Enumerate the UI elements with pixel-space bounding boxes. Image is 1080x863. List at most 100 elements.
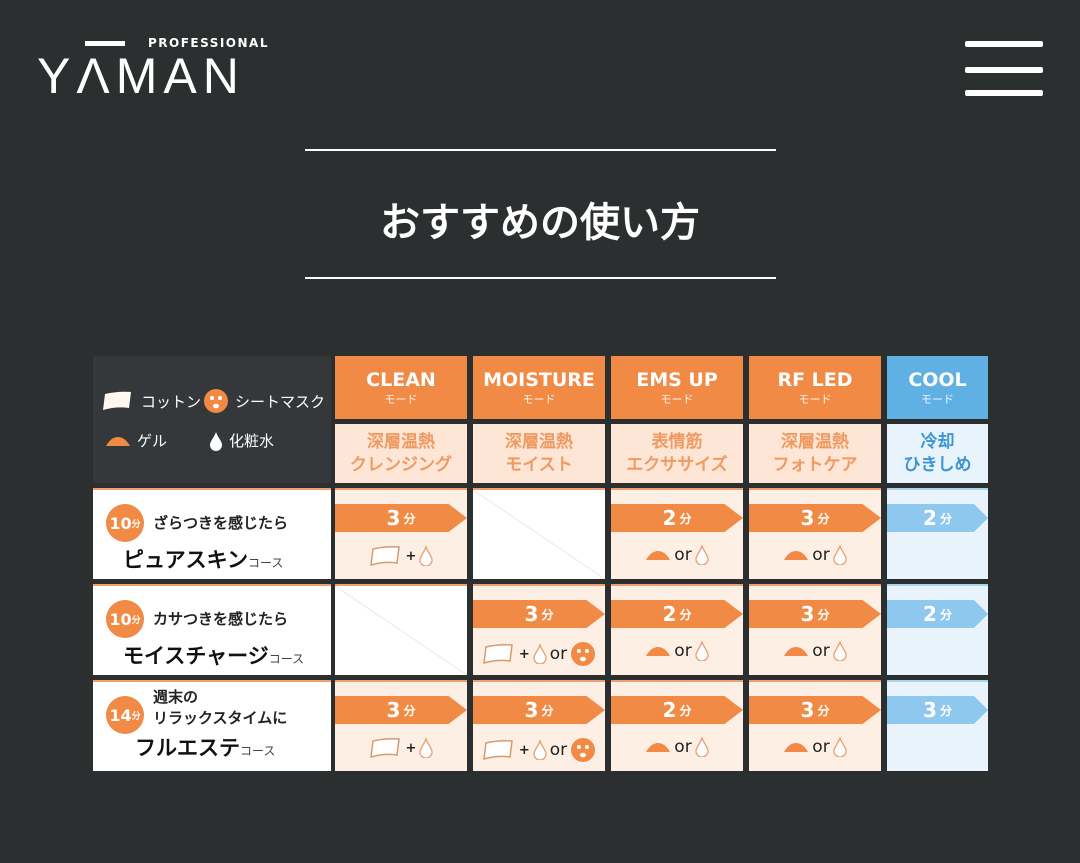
badge-unit: 分: [131, 615, 141, 626]
mode-name: MOISTURE: [483, 368, 595, 391]
lotion-drop-icon: [695, 545, 709, 565]
course-label: 14 分週末の リラックスタイムに フルエステコース: [93, 680, 331, 771]
duration-unit: 分: [817, 703, 830, 718]
mode-desc-line: 深層温熱: [505, 431, 573, 452]
duration-value: 3: [386, 698, 401, 722]
badge-minutes: 10: [109, 609, 132, 629]
items-needed: + or: [473, 641, 605, 667]
course-name-text: フルエステ: [135, 736, 240, 760]
mode-sub: モード: [522, 392, 556, 406]
duration-value: 3: [524, 602, 539, 626]
course-lead: ざらつきを感じたら: [153, 514, 289, 532]
connector-or: or: [674, 641, 692, 661]
legend-cotton: コットン: [141, 392, 202, 411]
lotion-drop-icon: [833, 641, 847, 661]
connector-plus: +: [405, 740, 417, 756]
course-suffix: コース: [268, 652, 305, 666]
legend-mask: シートマスク: [235, 392, 326, 411]
items-needed: +: [335, 737, 467, 759]
gel-icon: [105, 435, 131, 447]
mode-sub: モード: [660, 392, 694, 406]
lotion-drop-icon: [533, 740, 547, 760]
title-rule-top: [305, 149, 776, 151]
mode-desc-line: エクササイズ: [626, 454, 728, 475]
title-rule-bottom: [305, 277, 776, 279]
empty-cell: [335, 584, 467, 675]
gel-icon: [783, 741, 809, 753]
badge-unit: 分: [131, 519, 141, 530]
mode-desc-line: モイスト: [505, 454, 573, 475]
duration-value: 3: [524, 698, 539, 722]
page-title: おすすめの使い方: [380, 200, 700, 246]
connector-or: or: [549, 644, 568, 664]
connector-or: or: [674, 545, 692, 565]
schedule-cell: 2 分 or: [611, 680, 743, 771]
items-needed: or: [749, 545, 881, 565]
yaman-logo[interactable]: PROFESSIONAL YΛMAN: [37, 36, 269, 102]
duration-value: 2: [662, 698, 677, 722]
duration-value: 2: [662, 602, 677, 626]
logo-professional: PROFESSIONAL: [147, 36, 269, 50]
connector-plus: +: [405, 548, 417, 564]
duration-badge: 10 分: [106, 600, 144, 638]
duration-value: 2: [923, 506, 937, 530]
items-needed: or: [611, 737, 743, 757]
schedule-cell: 3 分 + or: [473, 584, 605, 675]
mode-sub: モード: [921, 392, 954, 406]
legend-lotion: 化粧水: [229, 432, 275, 450]
duration-badge: 10 分: [106, 504, 144, 542]
cotton-icon: [482, 643, 516, 665]
mode-header: EMS UP モード: [611, 356, 743, 419]
hamburger-icon-line: [965, 67, 1043, 73]
items-needed: or: [611, 641, 743, 661]
items-needed: or: [749, 641, 881, 661]
duration-unit: 分: [541, 607, 554, 622]
course-label: 10 分ざらつきを感じたらピュアスキンコース: [93, 488, 331, 579]
mode-description: 冷却 ひきしめ: [887, 424, 988, 483]
course-name-text: モイスチャージ: [123, 644, 269, 668]
gel-icon: [645, 549, 671, 561]
badge-unit: 分: [131, 711, 141, 722]
hamburger-menu-button[interactable]: [965, 41, 1043, 99]
connector-plus: +: [518, 646, 530, 662]
cotton-icon: [482, 739, 516, 761]
course-lead: カサつきを感じたら: [153, 610, 289, 628]
schedule-cell: 3 分 or: [749, 488, 881, 579]
mode-name: EMS UP: [636, 368, 718, 391]
sheet-mask-icon: [570, 737, 596, 763]
course-name: ピュアスキンコース: [123, 544, 283, 574]
duration-value: 3: [800, 506, 815, 530]
mode-header: RF LED モード: [749, 356, 881, 419]
lotion-drop-icon: [419, 738, 434, 758]
connector-or: or: [812, 545, 830, 565]
mode-desc-line: 冷却: [920, 431, 955, 452]
connector-or: or: [674, 737, 692, 757]
mode-header: CLEAN モード: [335, 356, 467, 419]
duration-unit: 分: [541, 703, 554, 718]
mode-column-cool: COOL モード 冷却 ひきしめ: [887, 356, 988, 483]
duration-value: 3: [800, 602, 815, 626]
mode-description: 深層温熱 クレンジング: [335, 424, 467, 483]
logo-bar: [85, 41, 125, 46]
cotton-icon: [369, 737, 403, 759]
course-row: 10 分ざらつきを感じたら ピュアスキンコース 3 分 +2 分 or 3 分 or 2 分: [93, 488, 988, 579]
lotion-drop-icon: [419, 546, 434, 566]
gel-icon: [645, 741, 671, 753]
duration-unit: 分: [939, 607, 952, 622]
gel-icon: [783, 549, 809, 561]
connector-plus: +: [518, 742, 530, 758]
course-suffix: コース: [247, 556, 284, 570]
duration-unit: 分: [939, 511, 952, 526]
lotion-drop-icon: [833, 737, 847, 757]
mode-header: COOL モード: [887, 356, 988, 419]
schedule-cell: 2 分 or: [611, 488, 743, 579]
duration-unit: 分: [679, 607, 692, 622]
sheet-mask-icon: [570, 641, 596, 667]
badge-minutes: 14: [109, 705, 132, 725]
